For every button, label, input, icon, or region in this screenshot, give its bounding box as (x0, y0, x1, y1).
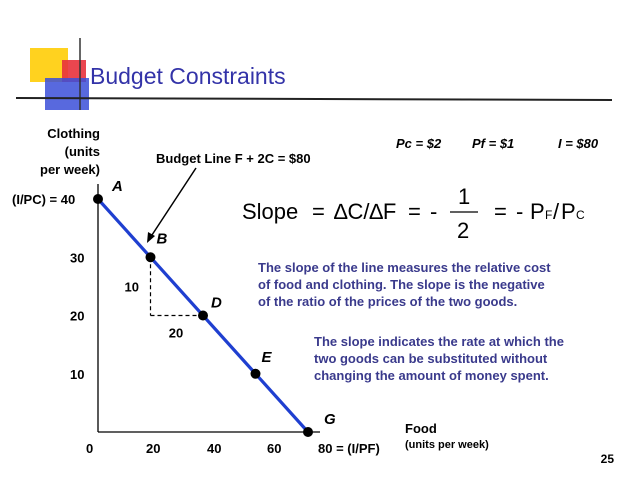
price-food: Pf = $1 (472, 136, 515, 151)
note-line: of the ratio of the prices of the two go… (258, 294, 518, 309)
pointer-arrowhead (147, 232, 155, 243)
page-number: 25 (600, 452, 614, 466)
point-a (93, 194, 103, 204)
note-line: The slope of the line measures the relat… (258, 260, 551, 275)
x-tick-label: 20 (146, 441, 160, 456)
formula-minus: - (430, 199, 437, 224)
point-label-g: G (324, 411, 336, 428)
y-axis-label-line: (units (64, 144, 100, 159)
x-tick-label: 80 = (I/PF) (318, 441, 380, 456)
slide-title: Budget Constraints (90, 63, 286, 89)
formula-price-food: P (530, 199, 545, 224)
point-label-e: E (262, 349, 273, 366)
point-g (303, 427, 313, 437)
formula-eq: = (408, 199, 421, 224)
slope-meaning-note: The slope of the line measures the relat… (258, 259, 618, 310)
point-b (145, 252, 156, 263)
delta-f-label: 20 (169, 326, 183, 341)
formula-lhs: Slope (242, 199, 298, 224)
substitution-note: The slope indicates the rate at which th… (314, 333, 624, 384)
deco-blue-square (45, 78, 89, 110)
deco-yellow-square (30, 48, 68, 82)
slope-formula: Slope = ∆C/∆F = - 1 2 = - P F / P C (242, 184, 585, 242)
formula-numerator: 1 (458, 184, 470, 209)
note-line: of food and clothing. The slope is the n… (258, 277, 545, 292)
decorative-squares (15, 38, 613, 110)
delta-c-label: 10 (125, 279, 139, 294)
x-axis-label-line: (units per week) (405, 439, 489, 451)
point-label-d: D (211, 295, 222, 312)
point-label-b: B (157, 230, 168, 247)
y-tick-label: 30 (70, 250, 84, 265)
note-line: The slope indicates the rate at which th… (314, 334, 564, 349)
x-axis-label: Food (units per week) (405, 421, 489, 451)
y-tick-label: (I/PC) = 40 (12, 192, 75, 207)
y-tick-label: 20 (70, 309, 84, 324)
point-d (198, 310, 208, 321)
formula-slash: / (553, 199, 560, 224)
formula-price-clothing: P (561, 199, 576, 224)
y-axis-label-line: Clothing (47, 126, 100, 141)
y-axis-label-line: per week) (40, 162, 100, 177)
formula-eq: = (312, 199, 325, 224)
x-tick-label: 0 (86, 441, 93, 456)
x-tick-label: 60 (267, 441, 281, 456)
y-axis-label: Clothing (units per week) (10, 125, 100, 179)
point-e (250, 368, 261, 379)
formula-minus2: - (516, 199, 523, 224)
formula-eq2: = (494, 199, 507, 224)
budget-line-pointer (149, 167, 197, 239)
title-underline (15, 97, 613, 101)
formula-denominator: 2 (457, 218, 469, 242)
note-line: changing the amount of money spent. (314, 368, 549, 383)
x-axis-label-line: Food (405, 421, 437, 436)
point-label-a: A (111, 178, 123, 195)
formula-ratio: ∆C/∆F (334, 199, 396, 224)
formula-price-clothing-sub: C (576, 208, 585, 222)
formula-price-food-sub: F (545, 208, 552, 222)
price-clothing: Pc = $2 (396, 136, 442, 151)
budget-line-label: Budget Line F + 2C = $80 (156, 151, 311, 166)
income: I = $80 (558, 136, 599, 151)
x-tick-label: 40 (207, 441, 221, 456)
y-tick-label: 10 (70, 367, 84, 382)
note-line: two goods can be substituted without (314, 351, 548, 366)
